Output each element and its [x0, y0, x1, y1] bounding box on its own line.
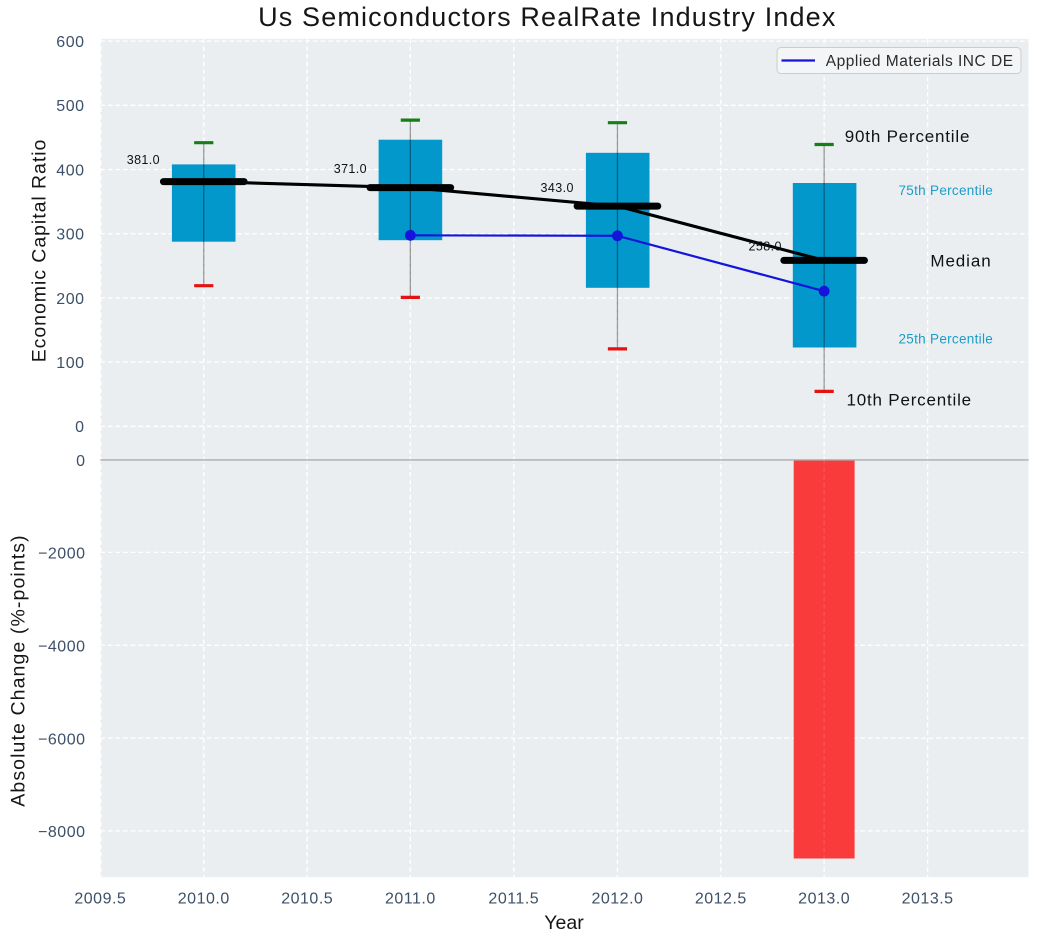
svg-text:Economic Capital Ratio: Economic Capital Ratio: [29, 139, 51, 363]
svg-text:Median: Median: [930, 252, 991, 271]
svg-text:400: 400: [56, 162, 84, 179]
svg-text:2012.0: 2012.0: [591, 890, 643, 907]
svg-text:−4000: −4000: [38, 638, 85, 655]
svg-text:2010.5: 2010.5: [281, 890, 333, 907]
svg-text:Us Semiconductors RealRate Ind: Us Semiconductors RealRate Industry Inde…: [258, 2, 836, 32]
svg-text:300: 300: [56, 227, 84, 244]
svg-text:371.0: 371.0: [334, 162, 367, 176]
svg-text:Applied Materials INC DE: Applied Materials INC DE: [826, 53, 1014, 70]
svg-text:2013.5: 2013.5: [902, 890, 954, 907]
svg-text:500: 500: [56, 98, 84, 115]
svg-text:−8000: −8000: [38, 824, 85, 841]
svg-text:Absolute Change (%-points): Absolute Change (%-points): [7, 534, 29, 806]
svg-text:0: 0: [75, 419, 84, 436]
svg-text:100: 100: [56, 355, 84, 372]
svg-text:258.0: 258.0: [749, 240, 782, 254]
svg-text:2012.5: 2012.5: [695, 890, 747, 907]
svg-text:2009.5: 2009.5: [74, 890, 126, 907]
svg-text:0: 0: [76, 453, 85, 470]
svg-text:200: 200: [56, 291, 84, 308]
svg-text:25th Percentile: 25th Percentile: [899, 331, 994, 346]
svg-text:−2000: −2000: [38, 545, 85, 562]
svg-text:−6000: −6000: [38, 732, 85, 749]
svg-text:343.0: 343.0: [541, 181, 574, 195]
svg-text:75th Percentile: 75th Percentile: [899, 183, 994, 198]
svg-text:2011.5: 2011.5: [488, 890, 539, 907]
svg-text:2011.0: 2011.0: [385, 890, 436, 907]
svg-text:600: 600: [56, 34, 84, 51]
svg-text:90th Percentile: 90th Percentile: [845, 127, 970, 146]
svg-text:10th Percentile: 10th Percentile: [847, 390, 972, 409]
svg-text:2013.0: 2013.0: [798, 890, 850, 907]
svg-text:Year: Year: [544, 912, 584, 934]
svg-text:2010.0: 2010.0: [178, 890, 230, 907]
svg-text:381.0: 381.0: [127, 153, 160, 167]
